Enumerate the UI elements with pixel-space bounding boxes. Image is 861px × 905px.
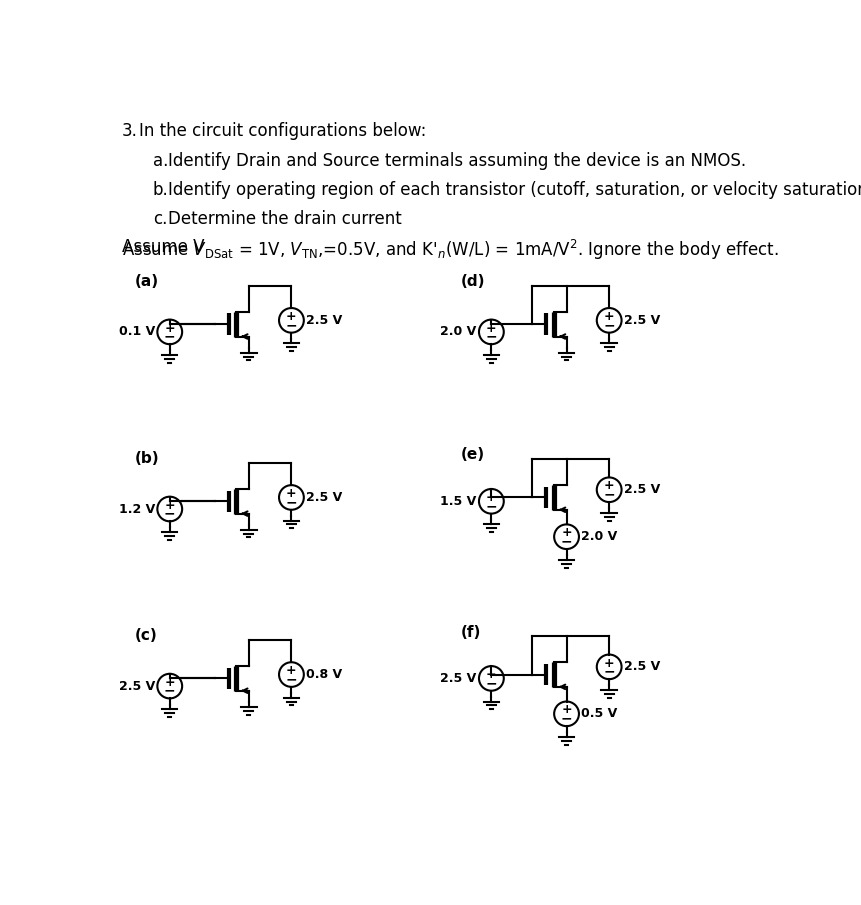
- Text: Determine the drain current: Determine the drain current: [168, 210, 401, 228]
- Text: +: +: [604, 310, 614, 323]
- Text: b.: b.: [152, 181, 168, 199]
- Text: +: +: [486, 491, 496, 504]
- Text: +: +: [486, 668, 496, 681]
- Text: +: +: [561, 527, 571, 539]
- Text: In the circuit configurations below:: In the circuit configurations below:: [139, 122, 425, 140]
- Text: −: −: [561, 534, 572, 548]
- Text: (c): (c): [134, 628, 158, 643]
- Text: 2.5 V: 2.5 V: [306, 314, 342, 327]
- Text: c.: c.: [152, 210, 167, 228]
- Text: 2.5 V: 2.5 V: [623, 661, 660, 673]
- Text: Assume V: Assume V: [121, 238, 204, 256]
- Text: 0.8 V: 0.8 V: [306, 668, 342, 681]
- Text: 1.2 V: 1.2 V: [119, 502, 155, 516]
- Text: +: +: [164, 499, 175, 511]
- Text: Assume $V_{\rm DSat}$ = 1V, $V_{\rm TN}$,=0.5V, and K$'_n$(W/L) = 1mA/V$^2$. Ign: Assume $V_{\rm DSat}$ = 1V, $V_{\rm TN}$…: [121, 238, 777, 262]
- Text: +: +: [286, 664, 296, 677]
- Text: a.: a.: [152, 152, 168, 170]
- Text: +: +: [286, 487, 296, 500]
- Text: +: +: [604, 480, 614, 492]
- Text: (f): (f): [460, 624, 480, 640]
- Text: +: +: [286, 310, 296, 323]
- Text: (a): (a): [134, 274, 158, 290]
- Text: +: +: [164, 676, 175, 689]
- Text: 2.0 V: 2.0 V: [580, 530, 616, 543]
- Text: 1.5 V: 1.5 V: [440, 495, 476, 508]
- Text: −: −: [561, 711, 572, 726]
- Text: −: −: [485, 499, 497, 513]
- Text: 0.5 V: 0.5 V: [580, 708, 616, 720]
- Text: −: −: [164, 507, 176, 520]
- Text: +: +: [486, 321, 496, 335]
- Text: 0.1 V: 0.1 V: [119, 326, 155, 338]
- Text: −: −: [603, 664, 614, 679]
- Text: 2.5 V: 2.5 V: [306, 491, 342, 504]
- Text: −: −: [164, 683, 176, 698]
- Text: −: −: [603, 318, 614, 332]
- Text: 3.: 3.: [121, 122, 138, 140]
- Text: 2.5 V: 2.5 V: [440, 672, 476, 685]
- Text: Identify operating region of each transistor (cutoff, saturation, or velocity sa: Identify operating region of each transi…: [168, 181, 861, 199]
- Text: +: +: [164, 321, 175, 335]
- Text: +: +: [604, 656, 614, 670]
- Text: Identify Drain and Source terminals assuming the device is an NMOS.: Identify Drain and Source terminals assu…: [168, 152, 746, 170]
- Text: 2.5 V: 2.5 V: [623, 314, 660, 327]
- Text: −: −: [485, 676, 497, 690]
- Text: −: −: [285, 672, 297, 686]
- Text: (e): (e): [460, 447, 484, 462]
- Text: (d): (d): [460, 274, 484, 290]
- Text: 2.5 V: 2.5 V: [119, 680, 155, 692]
- Text: −: −: [285, 495, 297, 510]
- Text: 2.5 V: 2.5 V: [623, 483, 660, 496]
- Text: +: +: [561, 703, 571, 717]
- Text: −: −: [285, 318, 297, 332]
- Text: −: −: [164, 329, 176, 344]
- Text: −: −: [603, 488, 614, 501]
- Text: 2.0 V: 2.0 V: [440, 326, 476, 338]
- Text: −: −: [485, 329, 497, 344]
- Text: (b): (b): [134, 452, 159, 466]
